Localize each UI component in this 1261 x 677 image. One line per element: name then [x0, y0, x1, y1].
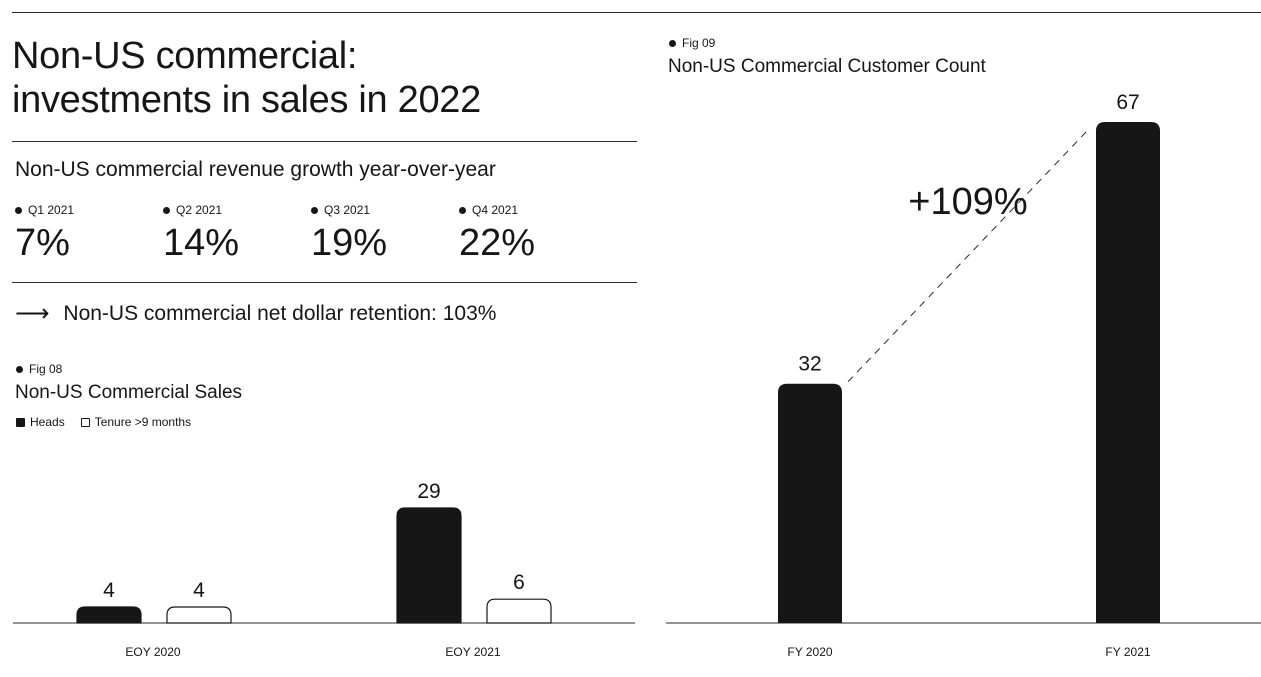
retention-text: Non-US commercial net dollar retention: … — [63, 301, 497, 325]
bullet-dot-icon — [163, 206, 170, 214]
growth-connector-line — [847, 129, 1089, 383]
quarter-label: Q1 2021 — [28, 203, 75, 217]
legend-swatch-filled-icon — [16, 417, 25, 427]
section-divider-bottom — [12, 282, 637, 283]
quarter-q3: Q3 2021 19% — [311, 203, 451, 265]
fig08-label: Fig 08 — [16, 362, 62, 376]
category-tick-label: FY 2021 — [1105, 645, 1150, 659]
category-tick-label: EOY 2021 — [445, 645, 500, 659]
fig09-label: Fig 09 — [669, 36, 715, 50]
quarter-label: Q4 2021 — [472, 203, 519, 217]
bar-value-label: 32 — [798, 353, 821, 376]
quarter-q1: Q1 2021 7% — [15, 203, 155, 265]
legend-swatch-outline-icon — [80, 417, 90, 427]
quarter-q2: Q2 2021 14% — [163, 203, 303, 265]
bullet-dot-icon — [311, 206, 318, 214]
quarter-label: Q2 2021 — [176, 203, 223, 217]
bar-value-label: 29 — [417, 480, 440, 503]
retention-line: ⟶ Non-US commercial net dollar retention… — [15, 299, 496, 328]
bar-value-label: 4 — [103, 579, 115, 602]
bar-heads-eoy-2021 — [396, 507, 462, 624]
growth-annotation: +109% — [908, 181, 1027, 223]
quarter-value: 19% — [311, 222, 388, 264]
top-rule — [12, 12, 1261, 13]
bullet-dot-icon — [15, 206, 22, 214]
quarter-q4: Q4 2021 22% — [459, 203, 599, 265]
quarter-value: 22% — [459, 222, 536, 264]
bar-heads-eoy-2020 — [76, 606, 142, 624]
category-tick-label: FY 2020 — [787, 645, 832, 659]
bullet-dot-icon — [16, 365, 23, 373]
section-divider-top — [12, 141, 637, 142]
bar-tenure-9-months-eoy-2021 — [486, 598, 552, 624]
fig09-title: Non-US Commercial Customer Count — [668, 56, 986, 77]
bar-tenure-9-months-eoy-2020 — [166, 606, 232, 624]
legend-item-tenure: Tenure >9 months — [80, 415, 191, 429]
quarter-value: 14% — [163, 222, 240, 264]
bar-value-label: 4 — [193, 579, 205, 602]
fig08-legend: Heads Tenure >9 months — [16, 415, 207, 429]
category-tick-label: EOY 2020 — [125, 645, 180, 659]
bar-value-label: 67 — [1116, 91, 1139, 114]
arrow-right-icon: ⟶ — [15, 300, 50, 327]
fig08-title: Non-US Commercial Sales — [15, 382, 243, 403]
bar-customers-fy-2020 — [778, 383, 842, 623]
page-title-line-2: investments in sales in 2022 — [12, 79, 481, 121]
fig08-chart: 4 4 29 6 EOY 2020 EOY 2021 — [13, 480, 635, 659]
growth-section-title: Non-US commercial revenue growth year-ov… — [15, 158, 496, 181]
page-title: Non-US commercial: investments in sales … — [12, 34, 632, 122]
bar-value-label: 6 — [513, 571, 525, 594]
page-title-line-1: Non-US commercial: — [12, 35, 358, 77]
quarter-label: Q3 2021 — [324, 203, 371, 217]
bullet-dot-icon — [669, 39, 676, 47]
bullet-dot-icon — [459, 206, 466, 214]
quarter-value: 7% — [15, 222, 70, 264]
fig09-chart: 32 67 +109% FY 2020 FY 2021 — [666, 91, 1261, 659]
legend-item-heads: Heads — [16, 415, 65, 429]
bar-customers-fy-2021 — [1096, 122, 1160, 623]
